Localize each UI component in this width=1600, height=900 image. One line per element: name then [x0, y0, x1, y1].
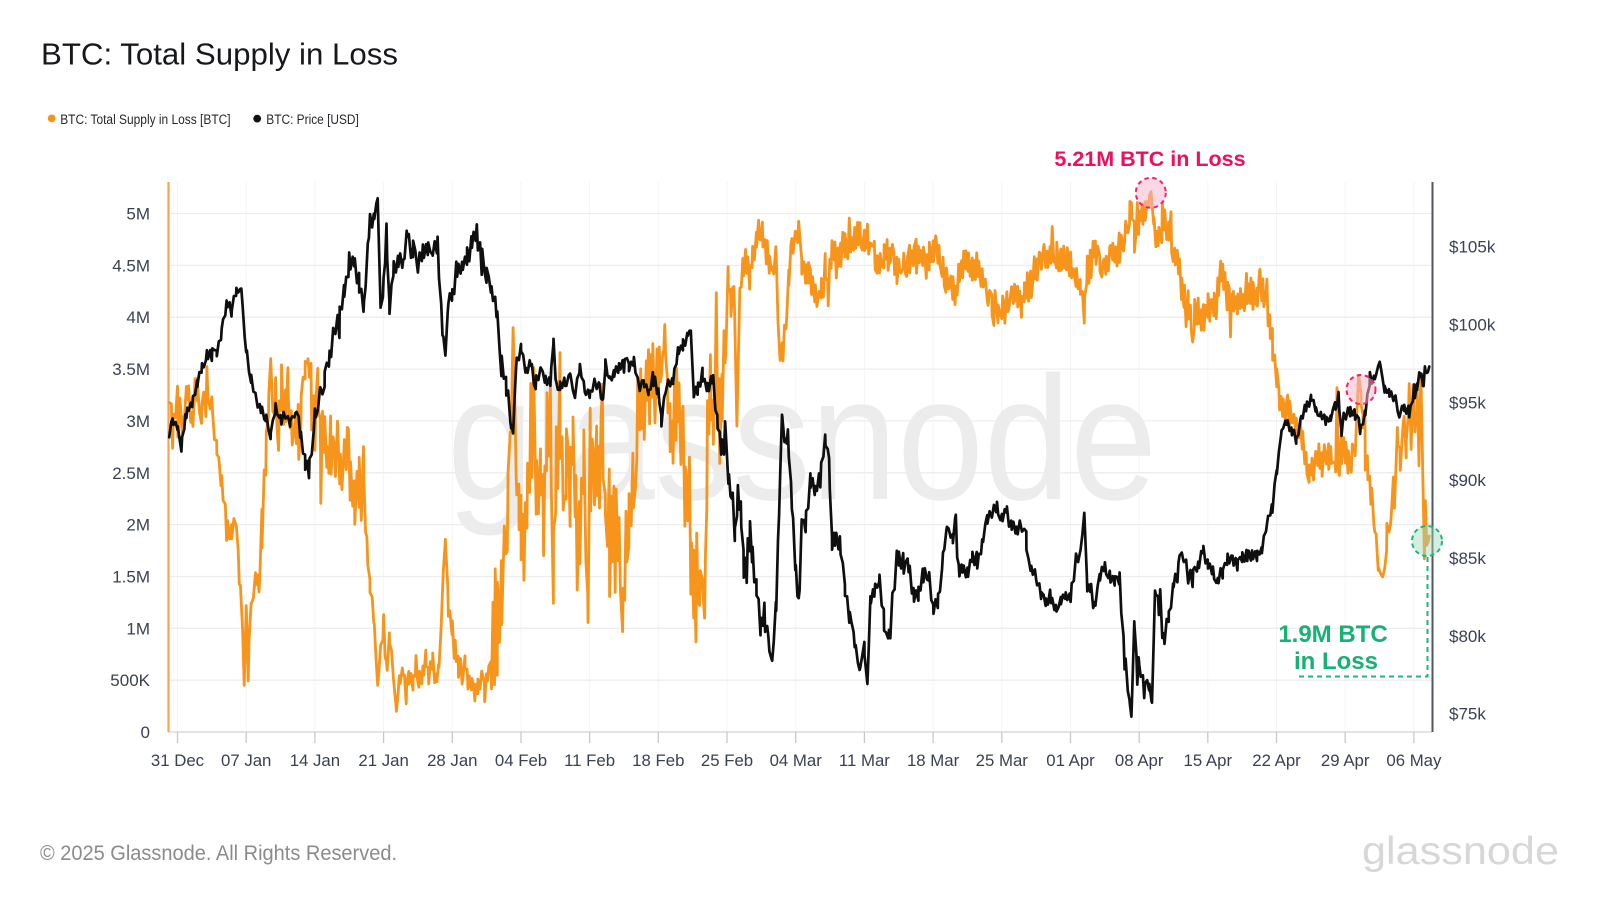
svg-text:04 Mar: 04 Mar [770, 751, 823, 770]
svg-text:08 Apr: 08 Apr [1115, 751, 1164, 770]
svg-text:3.5M: 3.5M [112, 360, 150, 379]
svg-text:1.9M BTC: 1.9M BTC [1278, 621, 1387, 648]
svg-text:2M: 2M [126, 516, 150, 535]
svg-text:22 Apr: 22 Apr [1252, 751, 1301, 770]
svg-text:BTC: Total Supply in Loss [BTC: BTC: Total Supply in Loss [BTC] [60, 112, 230, 127]
svg-text:06 May: 06 May [1386, 751, 1442, 770]
svg-text:500K: 500K [110, 671, 150, 690]
svg-text:3M: 3M [126, 412, 150, 431]
svg-text:31 Dec: 31 Dec [151, 751, 204, 770]
svg-text:14 Jan: 14 Jan [290, 751, 340, 770]
svg-text:29 Apr: 29 Apr [1321, 751, 1370, 770]
svg-text:BTC: Total Supply in Loss: BTC: Total Supply in Loss [41, 38, 398, 72]
svg-text:1M: 1M [126, 619, 150, 638]
svg-text:18 Feb: 18 Feb [632, 751, 684, 770]
svg-text:21 Jan: 21 Jan [358, 751, 408, 770]
svg-text:4M: 4M [126, 308, 150, 327]
svg-text:25 Mar: 25 Mar [976, 751, 1029, 770]
svg-text:2.5M: 2.5M [112, 464, 150, 483]
svg-text:0: 0 [141, 723, 150, 742]
svg-text:© 2025 Glassnode. All Rights R: © 2025 Glassnode. All Rights Reserved. [40, 841, 397, 865]
svg-text:28 Jan: 28 Jan [427, 751, 477, 770]
svg-text:$85k: $85k [1449, 549, 1486, 568]
svg-text:18 Mar: 18 Mar [907, 751, 960, 770]
svg-text:$100k: $100k [1449, 315, 1496, 334]
svg-text:$80k: $80k [1449, 627, 1486, 646]
svg-text:5.21M BTC in Loss: 5.21M BTC in Loss [1054, 147, 1245, 171]
svg-text:BTC: Price [USD]: BTC: Price [USD] [266, 112, 359, 127]
svg-text:01 Apr: 01 Apr [1046, 751, 1095, 770]
svg-text:25 Feb: 25 Feb [701, 751, 753, 770]
svg-text:$75k: $75k [1449, 705, 1486, 724]
svg-text:$105k: $105k [1449, 238, 1496, 257]
svg-text:04 Feb: 04 Feb [495, 751, 547, 770]
svg-text:15 Apr: 15 Apr [1184, 751, 1233, 770]
svg-text:07 Jan: 07 Jan [221, 751, 271, 770]
svg-text:glassnode: glassnode [447, 341, 1157, 537]
svg-text:5M: 5M [126, 205, 150, 224]
svg-text:1.5M: 1.5M [112, 568, 150, 587]
svg-text:$95k: $95k [1449, 393, 1486, 412]
svg-text:4.5M: 4.5M [112, 256, 150, 275]
svg-text:glassnode: glassnode [1362, 830, 1559, 873]
svg-text:11 Feb: 11 Feb [564, 751, 615, 770]
svg-text:in Loss: in Loss [1294, 648, 1378, 675]
svg-text:11 Mar: 11 Mar [839, 751, 890, 770]
svg-text:$90k: $90k [1449, 471, 1486, 490]
